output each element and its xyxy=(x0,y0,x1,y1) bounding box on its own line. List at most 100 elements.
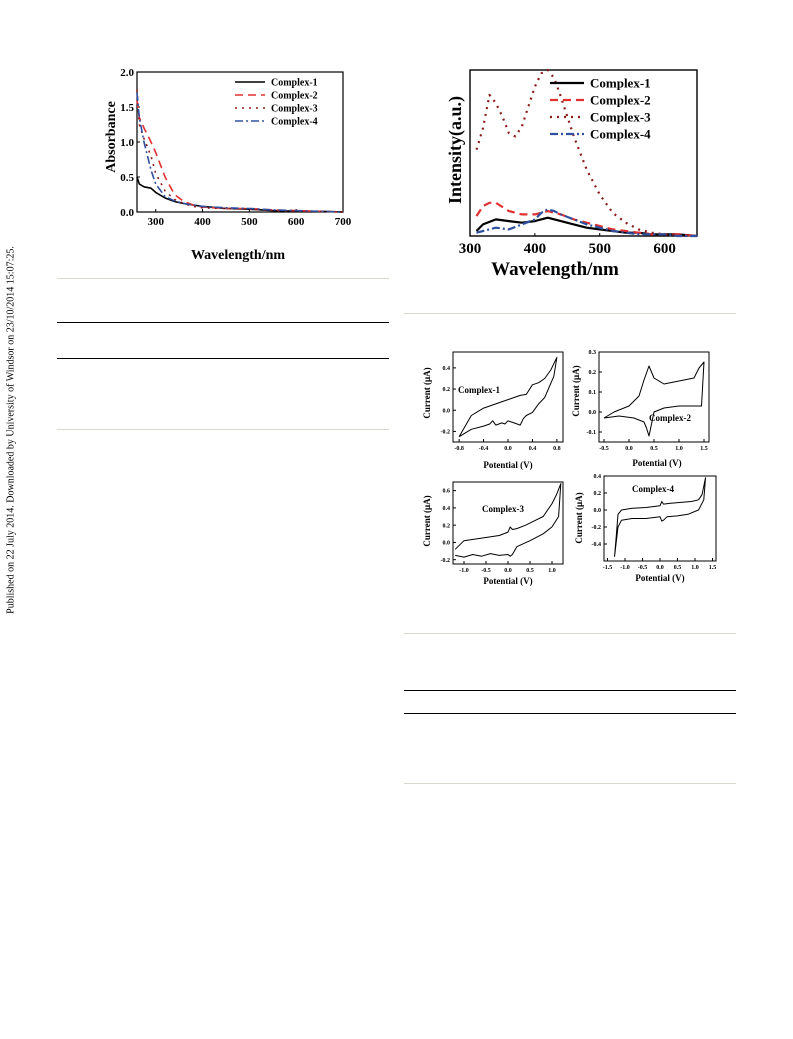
publication-sidebar: Published on 22 July 2014. Downloaded by… xyxy=(0,0,22,1039)
y-tick-label: 2.0 xyxy=(120,67,134,79)
x-tick-label: 400 xyxy=(524,241,547,257)
cv-x-label: Potential (V) xyxy=(483,460,532,470)
x-tick-label: -0.5 xyxy=(481,568,491,574)
y-tick-label: 0.6 xyxy=(443,489,451,495)
x-tick-label: 0.4 xyxy=(529,446,537,452)
series-line-1 xyxy=(136,176,344,213)
rule-left-2 xyxy=(57,322,389,323)
series-line-2 xyxy=(475,201,698,238)
x-tick-label: 1.0 xyxy=(675,446,683,452)
cv-plot-complex-3: -1.0 -0.5 0.0 0.5 1.0 -0.2 0.0 0.2 0.4 0.6 Complex… xyxy=(422,481,564,586)
cv-y-label: Current (μA) xyxy=(571,365,581,416)
series-line-1 xyxy=(603,361,705,437)
x-tick-label: -0.8 xyxy=(454,446,464,452)
x-tick-label: 0.0 xyxy=(504,568,512,574)
y-tick-label: -0.1 xyxy=(587,430,597,436)
x-tick-label: 1.5 xyxy=(700,446,708,452)
cv-x-label: Potential (V) xyxy=(632,458,681,468)
legend-label-2: Complex-2 xyxy=(271,91,318,102)
y-tick-label: -0.2 xyxy=(441,558,451,564)
plot-frame xyxy=(452,351,564,443)
y-tick-label: 0.2 xyxy=(594,491,602,497)
absorbance-y-label: Absorbance xyxy=(104,101,119,173)
x-tick-label: 0.0 xyxy=(504,446,512,452)
x-tick-label: 300 xyxy=(459,241,482,257)
cv-plot-complex-2: -0.5 0.0 0.5 1.0 1.5 -0.1 0.0 0.1 0.2 0.3 Complex-… xyxy=(571,350,710,468)
complex-label: Complex-2 xyxy=(649,413,691,423)
x-tick-label: 0.5 xyxy=(674,565,682,571)
x-tick-label: -0.4 xyxy=(479,446,489,452)
x-tick-label: 0.8 xyxy=(553,446,561,452)
x-tick-label: -1.0 xyxy=(620,565,630,571)
y-tick-label: 0.4 xyxy=(443,506,451,512)
x-tick-label: 0.0 xyxy=(625,446,633,452)
y-tick-label: 0.0 xyxy=(443,541,451,547)
x-tick-label: 1.0 xyxy=(548,568,556,574)
cv-y-label: Current (μA) xyxy=(422,495,432,546)
x-tick-label: -0.5 xyxy=(638,565,648,571)
legend-label-1: Complex-1 xyxy=(271,78,318,89)
legend-label-4: Complex-4 xyxy=(271,117,318,128)
y-tick-label: 0.4 xyxy=(594,474,602,480)
rule-right-5 xyxy=(404,783,736,784)
rule-right-1 xyxy=(404,313,736,314)
y-tick-label: 0.1 xyxy=(589,390,597,396)
x-tick-label: -1.5 xyxy=(603,565,613,571)
rule-left-3 xyxy=(57,358,389,359)
emission-y-label: Intensity(a.u.) xyxy=(445,96,466,204)
x-tick-label: 1.5 xyxy=(709,565,717,571)
cv-plot-complex-1: -0.8 -0.4 0.0 0.4 0.8 -0.2 0.0 0.2 0.4 Complex-1 P… xyxy=(422,351,564,470)
legend-label-3: Complex-3 xyxy=(271,104,318,115)
x-tick-label: -0.5 xyxy=(599,446,609,452)
complex-label: Complex-4 xyxy=(632,484,674,494)
plot-frame xyxy=(469,69,698,237)
legend-label-4: Complex-4 xyxy=(590,127,651,142)
absorbance-chart: Wavelength/nm Absorbance 300 400 500 600 700… xyxy=(104,67,352,263)
absorbance-x-label: Wavelength/nm xyxy=(191,248,285,263)
cv-x-label: Potential (V) xyxy=(635,573,684,583)
cv-y-label: Current (μA) xyxy=(574,492,584,543)
rule-right-3 xyxy=(404,690,736,691)
emission-x-label: Wavelength/nm xyxy=(491,259,619,280)
complex-label: Complex-1 xyxy=(458,385,500,395)
rule-left-1 xyxy=(57,278,389,279)
x-tick-label: 0.5 xyxy=(650,446,658,452)
y-tick-label: 0.2 xyxy=(443,387,451,393)
x-tick-label: 500 xyxy=(588,241,611,257)
y-tick-label: -0.2 xyxy=(592,525,602,531)
y-tick-label: 1.0 xyxy=(120,137,134,149)
series-line-4 xyxy=(476,208,697,238)
y-tick-label: 1.5 xyxy=(120,102,134,114)
series-line-1 xyxy=(458,356,558,438)
y-tick-label: -0.2 xyxy=(441,430,451,436)
y-tick-label: 0.2 xyxy=(443,523,451,529)
legend-label-3: Complex-3 xyxy=(590,110,651,125)
rule-right-4 xyxy=(404,713,736,714)
x-tick-label: 700 xyxy=(335,216,352,228)
series-line-1 xyxy=(614,477,706,557)
y-tick-label: 0.0 xyxy=(120,207,134,219)
series-line-1 xyxy=(454,483,562,558)
y-tick-label: 0.0 xyxy=(594,508,602,514)
cv-plot-complex-4: -1.5 -1.0 -0.5 0.0 0.5 1.0 1.5 -0.4 -0.2 0.0 0.2 0.… xyxy=(574,474,717,583)
legend-label-2: Complex-2 xyxy=(590,93,651,108)
y-tick-label: 0.3 xyxy=(589,350,597,356)
cv-y-label: Current (μA) xyxy=(422,367,432,418)
x-tick-label: 1.0 xyxy=(691,565,699,571)
x-tick-label: 600 xyxy=(288,216,305,228)
x-tick-label: 300 xyxy=(147,216,164,228)
x-tick-label: 600 xyxy=(653,241,676,257)
x-tick-label: -1.0 xyxy=(459,568,469,574)
y-tick-label: 0.4 xyxy=(443,366,451,372)
y-tick-label: 0.5 xyxy=(120,172,134,184)
cv-x-label: Potential (V) xyxy=(483,576,532,586)
rule-left-4 xyxy=(57,429,389,430)
publication-notice: Published on 22 July 2014. Downloaded by… xyxy=(5,246,17,614)
x-tick-label: 500 xyxy=(241,216,258,228)
legend-label-1: Complex-1 xyxy=(590,76,651,91)
complex-label: Complex-3 xyxy=(482,504,524,514)
plot-frame xyxy=(598,351,710,443)
y-tick-label: -0.4 xyxy=(592,542,602,548)
y-tick-label: 0.0 xyxy=(589,410,597,416)
plot-frame xyxy=(452,481,564,565)
